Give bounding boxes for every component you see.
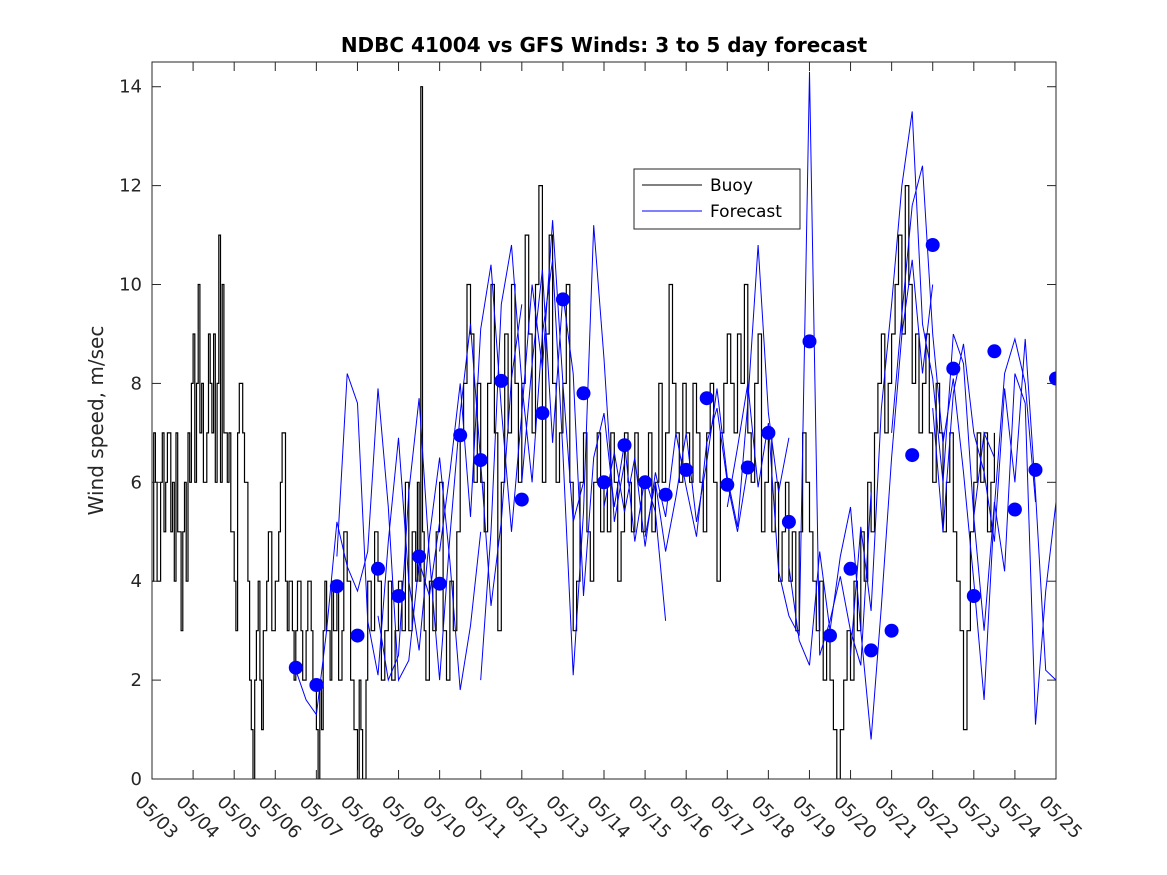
- forecast-marker: [843, 561, 858, 576]
- forecast-line: [644, 244, 790, 552]
- forecast-marker: [925, 238, 940, 252]
- forecast-marker: [946, 361, 961, 376]
- forecast-line: [850, 111, 995, 656]
- forecast-marker: [309, 678, 324, 692]
- forecast-marker: [864, 643, 879, 658]
- legend-buoy-label: Buoy: [710, 176, 753, 196]
- y-tick-label: 2: [131, 670, 142, 691]
- forecast-marker: [1007, 502, 1022, 517]
- y-tick-label: 8: [131, 373, 142, 394]
- buoy-series-layer: [152, 86, 995, 779]
- forecast-marker: [391, 589, 406, 603]
- y-tick-label: 12: [119, 176, 142, 197]
- forecast-line: [336, 373, 482, 691]
- forecast-marker: [823, 628, 837, 643]
- forecast-marker: [432, 576, 447, 591]
- forecast-line: [521, 269, 667, 621]
- forecast-marker: [638, 475, 653, 490]
- forecast-line: [788, 259, 934, 740]
- forecast-line: [603, 407, 749, 547]
- forecast-line: [439, 220, 584, 552]
- forecast-marker: [884, 623, 899, 638]
- legend: Buoy Forecast: [633, 168, 801, 230]
- y-tick-label: 4: [131, 571, 142, 592]
- plot-background: [152, 62, 1056, 779]
- buoy-line: [152, 86, 995, 779]
- forecast-marker: [350, 628, 365, 643]
- marker-series-layer: [288, 238, 1056, 692]
- forecast-marker: [905, 448, 920, 463]
- forecast-line: [932, 338, 1056, 681]
- forecast-marker: [494, 373, 509, 388]
- forecast-marker: [761, 425, 776, 440]
- legend-forecast-label: Forecast: [710, 202, 782, 222]
- forecast-marker: [781, 514, 796, 529]
- forecast-line: [480, 225, 625, 681]
- y-axis: 0 2 4 6 8 10 12 14: [119, 77, 1056, 790]
- forecast-marker: [412, 549, 427, 564]
- y-tick-label: 0: [131, 769, 142, 790]
- forecast-marker: [1028, 462, 1043, 477]
- forecast-marker: [699, 391, 714, 406]
- forecast-marker: [720, 477, 735, 492]
- legend-box: [633, 168, 801, 230]
- forecast-marker: [371, 561, 385, 576]
- y-tick-label: 6: [131, 472, 142, 493]
- forecast-line: [891, 165, 1036, 700]
- forecast-line: [973, 373, 1056, 725]
- forecast-marker: [802, 334, 817, 349]
- y-tick-label: 10: [119, 275, 142, 296]
- forecast-marker: [473, 453, 488, 468]
- plot-area: [151, 61, 1057, 780]
- forecast-marker: [288, 660, 303, 675]
- forecast-marker: [987, 344, 1002, 359]
- forecast-marker: [740, 460, 755, 475]
- y-axis-label: Wind speed, m/sec: [84, 326, 108, 516]
- forecast-marker: [679, 462, 694, 477]
- chart-title: NDBC 41004 vs GFS Winds: 3 to 5 day fore…: [341, 33, 868, 57]
- forecast-marker: [966, 589, 981, 603]
- forecast-marker: [514, 492, 529, 507]
- forecast-series-layer: [295, 71, 1056, 740]
- forecast-marker: [453, 428, 468, 443]
- forecast-marker: [555, 292, 570, 307]
- y-tick-label: 14: [119, 77, 142, 98]
- forecast-marker: [1049, 371, 1056, 386]
- forecast-line: [726, 71, 872, 666]
- forecast-marker: [535, 406, 550, 421]
- forecast-marker: [597, 475, 611, 490]
- forecast-marker: [329, 579, 344, 594]
- forecast-marker: [658, 487, 673, 502]
- forecast-marker: [576, 386, 591, 401]
- forecast-marker: [617, 438, 632, 453]
